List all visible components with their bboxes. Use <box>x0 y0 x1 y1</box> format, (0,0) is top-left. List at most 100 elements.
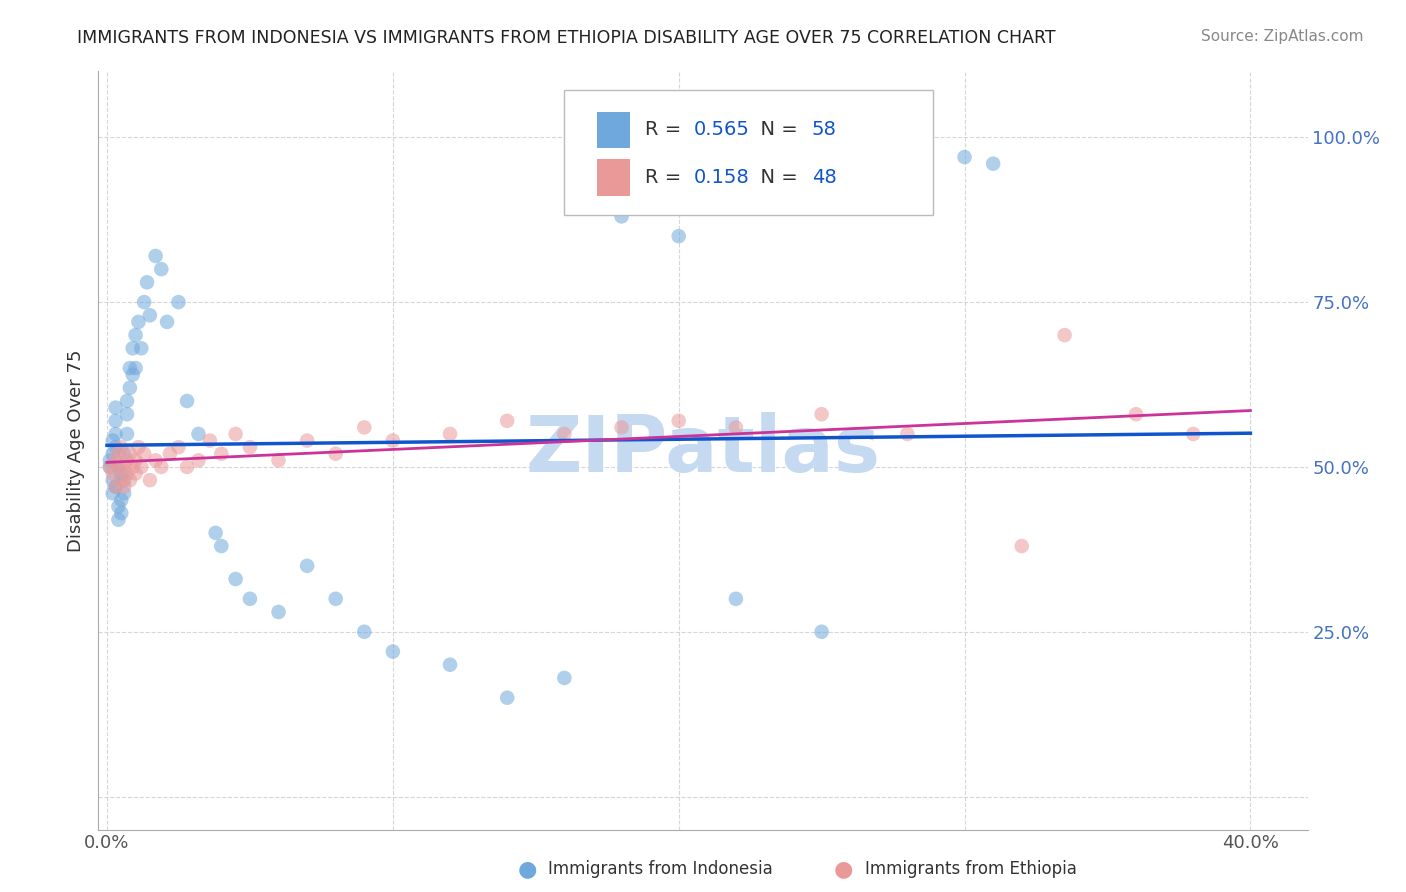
Point <box>112 447 135 461</box>
Point <box>110 506 132 520</box>
Text: N =: N = <box>748 120 804 139</box>
Text: R =: R = <box>645 168 688 187</box>
Point <box>101 486 124 500</box>
Point <box>353 420 375 434</box>
Point <box>810 624 832 639</box>
Point <box>381 434 404 448</box>
Point <box>896 427 918 442</box>
Point <box>1053 328 1076 343</box>
Point <box>118 447 141 461</box>
Point <box>121 341 143 355</box>
Point <box>953 150 976 164</box>
Point <box>553 427 575 442</box>
Point <box>187 453 209 467</box>
Point <box>104 480 127 494</box>
Point <box>104 440 127 454</box>
Point <box>724 591 747 606</box>
Point <box>325 447 347 461</box>
Point <box>101 447 124 461</box>
Point <box>112 480 135 494</box>
Point <box>295 434 318 448</box>
Point <box>553 671 575 685</box>
Point <box>668 229 690 244</box>
Point <box>156 315 179 329</box>
Point <box>118 381 141 395</box>
Point <box>101 473 124 487</box>
Point <box>187 427 209 442</box>
Text: R =: R = <box>645 120 688 139</box>
Point <box>110 467 132 481</box>
Point <box>134 447 156 461</box>
Point <box>104 480 127 494</box>
Point <box>134 295 156 310</box>
Text: 0.158: 0.158 <box>693 168 749 187</box>
Point <box>810 407 832 421</box>
Point <box>1011 539 1033 553</box>
Point <box>496 414 519 428</box>
Point <box>610 210 633 224</box>
Point <box>981 156 1004 170</box>
Point <box>98 459 121 474</box>
Point <box>112 473 135 487</box>
Point <box>107 447 129 461</box>
Text: N =: N = <box>748 168 804 187</box>
Point <box>127 440 149 454</box>
Point <box>139 308 162 322</box>
Text: ●: ● <box>517 859 537 879</box>
Point <box>129 459 152 474</box>
Text: ●: ● <box>834 859 853 879</box>
Text: ZIPatlas: ZIPatlas <box>526 412 880 489</box>
Point <box>115 407 138 421</box>
Point <box>98 459 121 474</box>
Text: 58: 58 <box>811 120 837 139</box>
Point <box>104 414 127 428</box>
Point <box>176 459 198 474</box>
Text: 48: 48 <box>811 168 837 187</box>
Point <box>115 467 138 481</box>
Point <box>325 591 347 606</box>
Point <box>121 459 143 474</box>
Text: 0.565: 0.565 <box>693 120 749 139</box>
Point <box>167 295 190 310</box>
Point <box>439 657 461 672</box>
Point <box>112 459 135 474</box>
Point <box>121 368 143 382</box>
Point <box>107 513 129 527</box>
Point <box>353 624 375 639</box>
Point <box>225 572 247 586</box>
Point <box>295 558 318 573</box>
Point <box>107 459 129 474</box>
Point <box>118 473 141 487</box>
Point <box>124 453 146 467</box>
Point <box>1182 427 1205 442</box>
Point <box>439 427 461 442</box>
Text: IMMIGRANTS FROM INDONESIA VS IMMIGRANTS FROM ETHIOPIA DISABILITY AGE OVER 75 COR: IMMIGRANTS FROM INDONESIA VS IMMIGRANTS … <box>77 29 1056 46</box>
Point <box>110 440 132 454</box>
Point <box>110 492 132 507</box>
Point <box>139 473 162 487</box>
Point <box>1125 407 1147 421</box>
Text: Immigrants from Ethiopia: Immigrants from Ethiopia <box>865 860 1077 878</box>
Point <box>381 644 404 658</box>
Point <box>101 434 124 448</box>
Point <box>668 414 690 428</box>
Point <box>129 341 152 355</box>
Point <box>107 459 129 474</box>
Point <box>118 361 141 376</box>
Point <box>167 440 190 454</box>
Point <box>104 453 127 467</box>
Point <box>98 453 121 467</box>
Point <box>239 440 262 454</box>
Point <box>136 276 159 290</box>
Point <box>209 539 232 553</box>
Point <box>124 467 146 481</box>
Point <box>159 447 181 461</box>
Point <box>176 394 198 409</box>
Point <box>145 453 167 467</box>
Point <box>110 473 132 487</box>
Point <box>104 401 127 415</box>
Text: Immigrants from Indonesia: Immigrants from Indonesia <box>548 860 773 878</box>
Point <box>115 394 138 409</box>
Point <box>496 690 519 705</box>
Point <box>209 447 232 461</box>
